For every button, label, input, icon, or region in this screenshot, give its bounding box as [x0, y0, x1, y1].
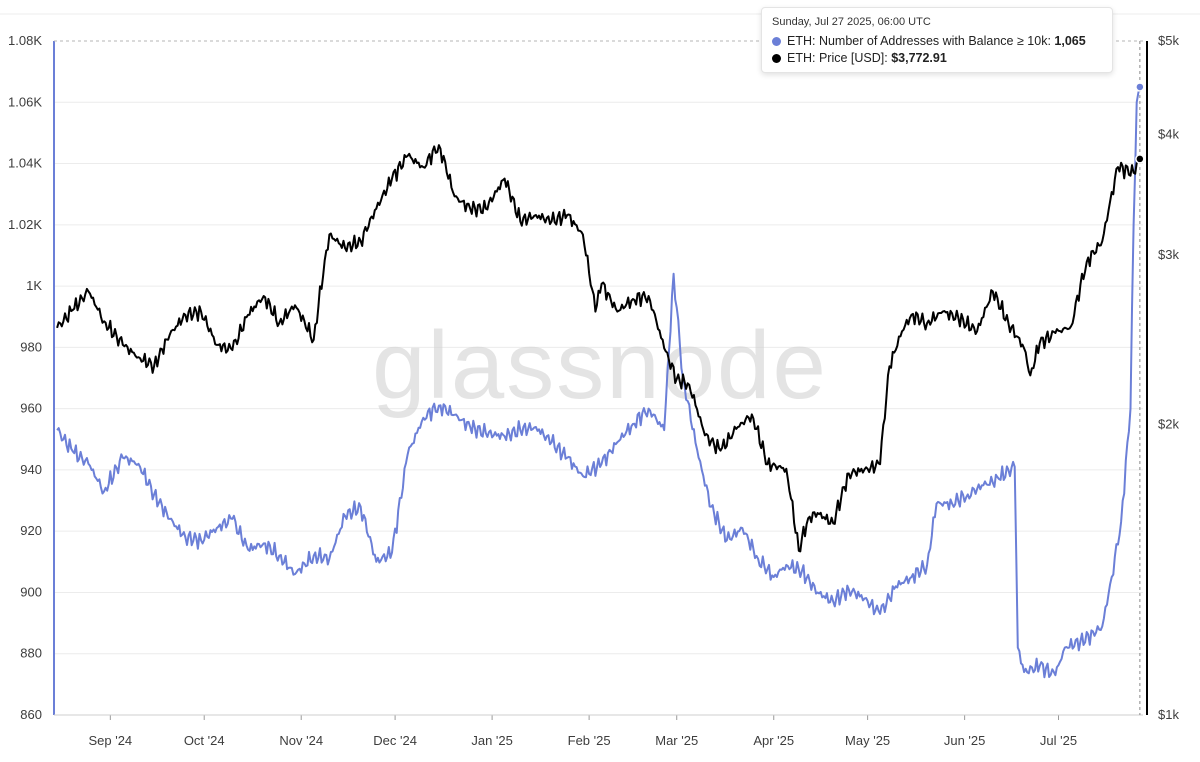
tooltip-date: Sunday, Jul 27 2025, 06:00 UTC	[772, 16, 931, 28]
y-right-tick-label: $4k	[1158, 126, 1179, 141]
y-left-tick-label: 940	[20, 462, 42, 477]
price-marker	[1135, 154, 1145, 164]
x-tick-label: Sep '24	[88, 733, 132, 748]
y-left-tick-label: 1.02K	[8, 217, 42, 232]
tooltip-row-addresses: ETH: Number of Addresses with Balance ≥ …	[772, 33, 1102, 50]
price-line	[56, 144, 1141, 553]
addresses-line	[56, 86, 1141, 679]
x-tick-label: Mar '25	[655, 733, 698, 748]
y-left-tick-label: 1.04K	[8, 156, 42, 171]
y-left-tick-label: 900	[20, 584, 42, 599]
y-left-tick-label: 980	[20, 339, 42, 354]
x-axis: Sep '24 Oct '24 Nov '24 Dec '24 Jan '25 Feb '…	[54, 714, 1143, 748]
tooltip-price-label: ETH: Price [USD]	[787, 51, 885, 65]
y-right-tick-label: $3k	[1158, 247, 1179, 262]
x-tick-label: Dec '24	[373, 733, 417, 748]
addresses-dot-icon	[772, 37, 781, 46]
left-axis: 860 880 900 920 940 960 980 1K 1.02K 1.04K 1.06K 1.…	[8, 33, 55, 722]
x-tick-label: May '25	[845, 733, 890, 748]
tooltip-addresses-value: 1,065	[1054, 34, 1086, 48]
x-tick-label: Feb '25	[568, 733, 611, 748]
y-right-tick-label: $5k	[1158, 33, 1179, 48]
y-left-tick-label: 1.08K	[8, 33, 42, 48]
right-axis: $1k $2k $3k $4k $5k	[1146, 33, 1179, 722]
x-tick-label: Oct '24	[184, 733, 225, 748]
x-tick-label: Jun '25	[944, 733, 986, 748]
price-dot-icon	[772, 54, 781, 63]
watermark: glassnode	[372, 312, 828, 419]
x-tick-label: Nov '24	[279, 733, 323, 748]
x-tick-label: Apr '25	[753, 733, 794, 748]
y-left-tick-label: 860	[20, 707, 42, 722]
series	[56, 86, 1141, 679]
hover-tooltip: Sunday, Jul 27 2025, 06:00 UTC ETH: Numb…	[761, 7, 1113, 73]
tooltip-row-price: ETH: Price [USD]: $3,772.91	[772, 50, 1102, 67]
y-left-tick-label: 920	[20, 523, 42, 538]
addresses-marker	[1135, 82, 1145, 92]
x-tick-label: Jul '25	[1040, 733, 1077, 748]
y-left-tick-label: 960	[20, 401, 42, 416]
y-left-tick-label: 880	[20, 646, 42, 661]
y-left-tick-label: 1K	[26, 278, 42, 293]
y-right-tick-label: $2k	[1158, 417, 1179, 432]
x-tick-label: Jan '25	[471, 733, 513, 748]
tooltip-price-value: $3,772.91	[891, 51, 947, 65]
y-left-tick-label: 1.06K	[8, 94, 42, 109]
tooltip-addresses-label: ETH: Number of Addresses with Balance ≥ …	[787, 34, 1048, 48]
gridlines	[54, 101, 1143, 655]
y-right-tick-label: $1k	[1158, 707, 1179, 722]
